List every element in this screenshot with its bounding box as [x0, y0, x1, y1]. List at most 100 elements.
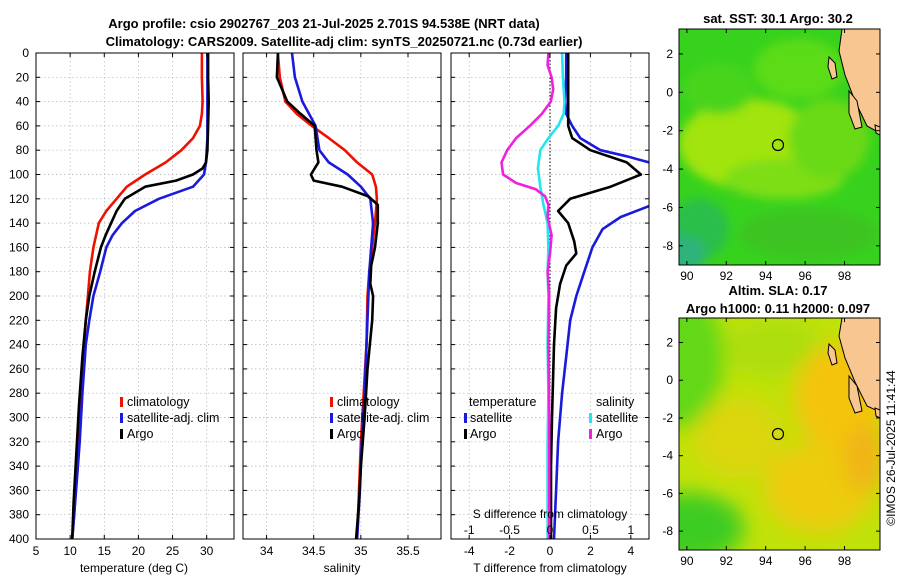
y-tick-label: 300	[9, 411, 29, 425]
salinity-lines	[275, 53, 380, 539]
watermark: ©IMOS 26-Jul-2025 11:41:44	[884, 370, 898, 526]
legend-swatch-satellite	[120, 413, 123, 423]
x-tick-label: 5	[33, 544, 40, 558]
y-tick-label: 40	[16, 95, 30, 109]
map-x-tick-label: 94	[759, 269, 773, 283]
y-tick-label: 140	[9, 216, 29, 230]
map-y-tick-label: -6	[662, 200, 673, 214]
sla-map-ticks: 90 92 94 96 98 2 0 -2 -4 -6 -8	[662, 318, 880, 568]
x-tick-label: 20	[132, 544, 146, 558]
temperature-legend: climatology satellite-adj. clim Argo	[120, 395, 219, 441]
island	[874, 124, 880, 136]
series-line-satellite-adj-clim	[290, 53, 375, 539]
map-y-tick-label: 0	[666, 373, 673, 387]
sla-patch	[724, 318, 824, 378]
sla-patch	[844, 423, 880, 493]
legend-label-argo: Argo	[127, 427, 153, 441]
sst-map-field	[679, 29, 880, 265]
series-line-argo	[70, 53, 210, 539]
legend-title-salinity: salinity	[596, 395, 635, 409]
legend-swatch-argo	[120, 429, 123, 439]
argo-location-marker	[771, 427, 785, 441]
temperature-ticks: 0 20 40 60 80 100 120 140 160 180 200 220 240 260 280 3…	[9, 46, 234, 558]
s-tick-label: 0	[547, 523, 554, 537]
y-tick-label: 120	[9, 192, 29, 206]
x-tick-label: 30	[200, 544, 214, 558]
legend-swatch-argo	[330, 429, 333, 439]
sla-map-frame	[678, 317, 881, 551]
y-tick-label: 20	[16, 70, 30, 84]
map-y-tick-label: -4	[662, 162, 673, 176]
legend-label-satellite: satellite-adj. clim	[127, 411, 219, 425]
legend-label-climatology: climatology	[337, 395, 400, 409]
s-tick-label: 1	[627, 523, 634, 537]
sla-map-panel: Altim. SLA: 0.17 Argo h1000: 0.11 h2000:…	[662, 283, 881, 568]
sst-patch	[739, 209, 879, 259]
land-mass	[838, 318, 880, 413]
temperature-panel: 0 20 40 60 80 100 120 140 160 180 200 220 240 260 280 3…	[9, 46, 235, 575]
s-tick-label: -0.5	[499, 523, 520, 537]
sst-patches	[679, 39, 879, 265]
s-tick-label: -1	[464, 523, 475, 537]
legend-title-temperature: temperature	[469, 395, 536, 409]
y-tick-label: 160	[9, 240, 29, 254]
y-tick-label: 60	[16, 119, 30, 133]
legend-label-t-satellite: satellite	[470, 411, 512, 425]
series-line-t-satellite	[563, 53, 649, 164]
sst-map-title: sat. SST: 30.1 Argo: 30.2	[703, 11, 853, 26]
difference-ticks: -4 -2 0 2 4 -1 -0.5 0 0.5 1	[451, 52, 649, 558]
difference-legend: temperature satellite Argo salinity sate…	[464, 395, 638, 441]
sla-map-title-line2: Argo h1000: 0.11 h2000: 0.097	[686, 301, 870, 316]
title-line1: Argo profile: csio 2902767_203 21-Jul-20…	[108, 16, 539, 31]
island	[874, 407, 880, 419]
y-tick-label: 320	[9, 435, 29, 449]
island	[848, 374, 863, 414]
sst-patch	[754, 39, 844, 99]
island	[848, 89, 863, 130]
island	[827, 342, 838, 366]
x-tick-label: 4	[627, 544, 634, 558]
legend-swatch-climatology	[330, 397, 333, 407]
legend-label-t-argo: Argo	[470, 427, 496, 441]
y-tick-label: 0	[22, 46, 29, 60]
map-y-tick-label: -2	[662, 124, 673, 138]
salinity-ticks: 34 34.5 35 35.5	[243, 52, 441, 558]
land-mass	[838, 29, 880, 134]
map-y-tick-label: -2	[662, 411, 673, 425]
island	[827, 55, 838, 80]
y-tick-label: 220	[9, 313, 29, 327]
sst-patch	[679, 236, 706, 265]
s-difference-xlabel: S difference from climatology	[473, 507, 628, 521]
legend-swatch-t-argo	[464, 429, 467, 439]
map-x-tick-label: 98	[838, 269, 852, 283]
difference-panel: -4 -2 0 2 4 -1 -0.5 0 0.5 1 S difference from cli…	[450, 52, 650, 575]
s-tick-label: 0.5	[582, 523, 599, 537]
map-x-tick-label: 90	[680, 554, 694, 568]
y-tick-label: 360	[9, 483, 29, 497]
difference-grid	[451, 52, 649, 540]
legend-label-satellite: satellite-adj. clim	[337, 411, 429, 425]
x-tick-label: -4	[464, 544, 475, 558]
legend-label-climatology: climatology	[127, 395, 190, 409]
y-tick-label: 400	[9, 532, 29, 546]
legend-label-s-satellite: satellite	[596, 411, 638, 425]
sst-map-frame	[678, 28, 881, 266]
map-y-tick-label: 0	[666, 85, 673, 99]
sst-patch	[684, 64, 754, 114]
map-x-tick-label: 96	[798, 554, 812, 568]
legend-swatch-s-argo	[589, 429, 592, 439]
series-line-argo	[275, 53, 380, 539]
x-tick-label: 25	[166, 544, 180, 558]
t-difference-xlabel: T difference from climatology	[473, 561, 627, 575]
sst-map-panel: sat. SST: 30.1 Argo: 30.2 90 92 94 96 98 2 0 -2…	[662, 11, 881, 283]
map-x-tick-label: 92	[720, 269, 734, 283]
x-tick-label: 35.5	[396, 544, 420, 558]
legend-swatch-satellite	[330, 413, 333, 423]
map-x-tick-label: 98	[838, 554, 852, 568]
legend-swatch-t-satellite	[464, 413, 467, 423]
map-x-tick-label: 96	[798, 269, 812, 283]
x-tick-label: 35	[354, 544, 368, 558]
x-tick-label: 34	[260, 544, 274, 558]
map-y-tick-label: -4	[662, 449, 673, 463]
